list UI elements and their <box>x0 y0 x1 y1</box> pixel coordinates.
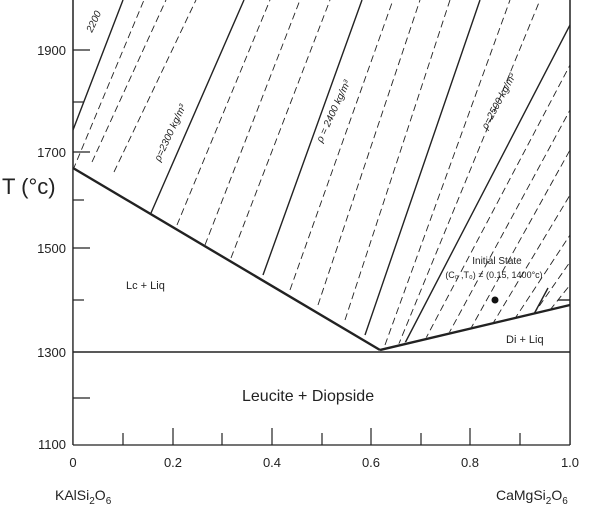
left-component-mid: O <box>95 487 106 503</box>
y-ticks <box>73 49 90 399</box>
diopside-liquidus <box>379 303 571 352</box>
dashed-isopleth <box>344 0 451 321</box>
isopleth-line <box>533 287 549 315</box>
liquid-field-isopleths <box>73 0 570 347</box>
dashed-isopleth <box>491 194 570 326</box>
left-component-sub2: 6 <box>106 496 112 507</box>
x-tick-label-0: 0 <box>69 455 76 470</box>
right-component-sub1: 2 <box>546 496 552 507</box>
y-tick-label-1300: 1300 <box>37 345 66 360</box>
dashed-isopleth <box>397 0 541 347</box>
right-component-sub2: 6 <box>562 496 568 507</box>
solid-field-mask <box>73 168 570 448</box>
dashed-isopleth <box>447 109 570 336</box>
x-tick-label-1-0: 1.0 <box>561 455 579 470</box>
dashed-isopleth <box>384 0 511 346</box>
initial-state-point <box>491 296 499 304</box>
left-component-base: KAlSi <box>55 487 89 503</box>
isopleth-label-2200: 2200 <box>84 9 104 35</box>
lc-liq-label: Lc + Liq <box>126 280 165 292</box>
x-tick-label-0-4: 0.4 <box>263 455 281 470</box>
initial-state-title: Initial State <box>472 256 522 267</box>
isopleth-line <box>262 0 363 276</box>
dashed-isopleth <box>424 64 570 341</box>
isopleth-2400-line <box>364 0 481 336</box>
dashed-isopleth <box>91 0 167 163</box>
initial-state-coords: (C₀ ,T₀) = (0.15, 1400°c) <box>445 270 542 280</box>
left-component-label: KAlSi2O6 <box>55 487 112 507</box>
y-tick-label-1500: 1500 <box>37 241 66 256</box>
left-component-sub1: 2 <box>89 496 95 507</box>
x-tick-label-0-8: 0.8 <box>461 455 479 470</box>
dashed-isopleth <box>469 149 570 331</box>
right-component-mid: O <box>551 487 562 503</box>
y-tick-label-1900: 1900 <box>37 43 66 58</box>
right-component-base: CaMgSi <box>496 487 546 503</box>
isopleth-2300-line <box>150 0 245 214</box>
dashed-isopleth <box>317 0 421 306</box>
y-tick-label-1700: 1700 <box>37 145 66 160</box>
leucite-liquidus <box>72 166 381 352</box>
dashed-isopleth <box>513 234 570 321</box>
leucite-diopside-label: Leucite + Diopside <box>242 388 374 405</box>
right-component-label: CaMgSi2O6 <box>496 487 568 507</box>
dashed-isopleth <box>549 284 570 311</box>
x-tick-label-0-2: 0.2 <box>164 455 182 470</box>
isopleth-line <box>403 24 570 346</box>
isopleth-2200 <box>73 0 124 131</box>
dashed-isopleth <box>73 0 145 171</box>
di-liq-label: Di + Liq <box>506 334 544 346</box>
dashed-isopleth <box>289 0 394 291</box>
dashed-isopleth <box>230 0 331 259</box>
y-tick-label-1100: 1100 <box>38 437 66 452</box>
isopleth-label-2300: ρ=2300 kg/m³ <box>152 102 189 164</box>
isopleth-label-2400: ρ = 2400 kg/m³ <box>314 78 353 145</box>
isopleth-label-2500: ρ=2500 kg/m³ <box>479 71 518 132</box>
x-ticks <box>122 428 521 445</box>
dashed-isopleth <box>113 0 197 173</box>
phase-boundaries <box>72 166 571 353</box>
x-tick-label-0-6: 0.6 <box>362 455 380 470</box>
y-axis-title: T (°c) <box>2 174 56 199</box>
dashed-isopleth <box>176 0 271 226</box>
